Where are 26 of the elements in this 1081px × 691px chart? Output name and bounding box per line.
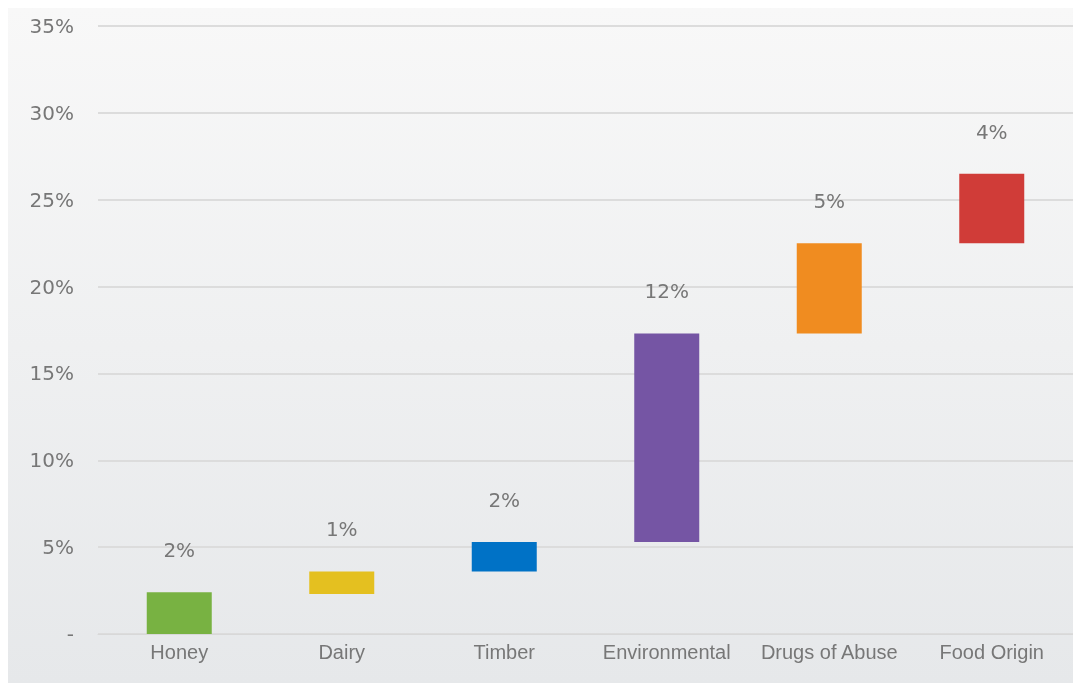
bar <box>471 541 537 572</box>
bar <box>309 571 375 595</box>
data-label: 5% <box>813 189 846 214</box>
bar <box>146 592 212 634</box>
data-label: 2% <box>163 538 196 563</box>
y-tick-label: 20% <box>29 274 74 299</box>
x-tick-label: Drugs of Abuse <box>760 641 898 663</box>
x-tick-label: Food Origin <box>939 641 1044 663</box>
x-tick-label: Honey <box>150 641 209 663</box>
bar <box>796 243 862 334</box>
y-tick-label: 5% <box>42 535 74 560</box>
y-tick-label: 35% <box>29 14 74 38</box>
data-label: 1% <box>325 517 358 542</box>
y-tick-label: 10% <box>29 448 74 473</box>
y-tick-label: - <box>66 622 74 646</box>
x-tick-label: Environmental <box>602 641 731 663</box>
y-tick-label: 15% <box>29 361 74 386</box>
data-label: 2% <box>488 487 521 512</box>
y-tick-label: 25% <box>29 187 74 212</box>
x-tick-label: Timber <box>473 641 536 663</box>
bar <box>634 333 700 542</box>
data-label: 12% <box>644 279 689 304</box>
data-label: 4% <box>975 119 1008 144</box>
x-tick-label: Dairy <box>318 641 366 663</box>
y-tick-label: 30% <box>29 100 74 125</box>
bar <box>959 173 1025 244</box>
